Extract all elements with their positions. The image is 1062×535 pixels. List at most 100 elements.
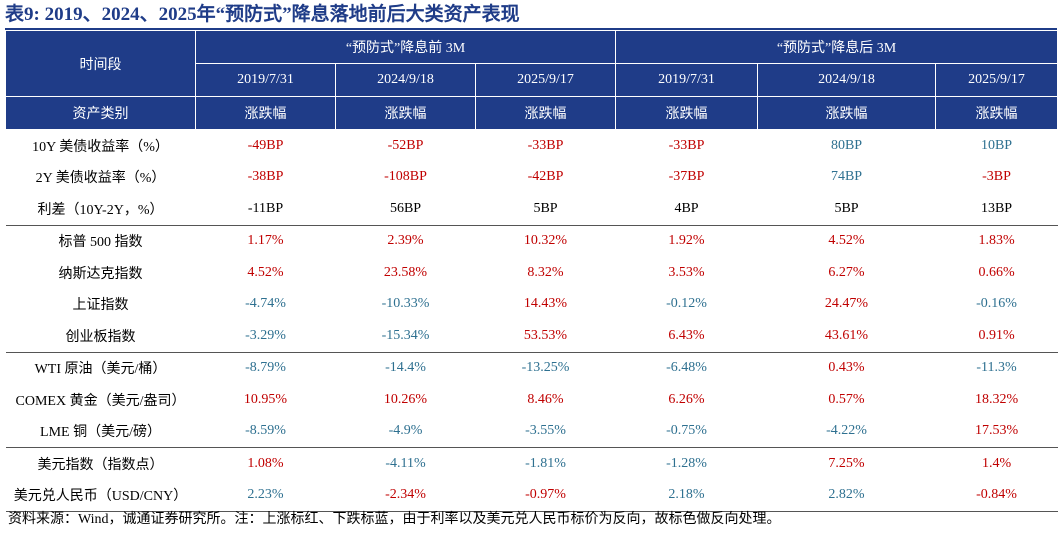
table-row: 利差（10Y-2Y，%） -11BP 56BP 5BP 4BP 5BP 13BP — [6, 193, 1058, 225]
value-cell: 14.43% — [523, 296, 568, 312]
value-cell: 5BP — [834, 200, 859, 216]
value-cell: -52BP — [387, 137, 424, 153]
value-cell: 1.08% — [195, 447, 336, 480]
value-cell: -15.34% — [381, 327, 430, 343]
metric-header: 涨跌幅 — [474, 96, 617, 130]
value-cell: 2.82% — [757, 479, 936, 512]
value-cell: -2.34% — [335, 479, 476, 512]
value-cell: -1.28% — [615, 447, 758, 480]
table: 时间段 “预防式”降息前 3M “预防式”降息后 3M 2019/7/31 2024/9… — [5, 30, 1059, 512]
value-cell: -38BP — [247, 169, 284, 185]
value-cell: -3BP — [982, 169, 1011, 185]
metric-header: 涨跌幅 — [335, 96, 476, 130]
header-row: 资产类别 涨跌幅 涨跌幅 涨跌幅 涨跌幅 涨跌幅 涨跌幅 — [5, 96, 1059, 130]
value-cell: 1.92% — [615, 224, 758, 257]
value-cell: 10.95% — [243, 391, 288, 407]
group-header: “预防式”降息前 3M — [194, 30, 617, 64]
table-row: 纳斯达克指数 4.52% 23.58% 8.32% 3.53% 6.27% 0.66% — [6, 257, 1058, 289]
value-cell: -49BP — [247, 137, 284, 153]
value-cell: 0.43% — [757, 351, 936, 384]
table-row: 10Y 美债收益率（%） -49BP -52BP -33BP -33BP 80BP 10BP — [6, 130, 1058, 162]
value-cell: -108BP — [384, 169, 427, 185]
header-row: 2019/7/31 2024/9/18 2025/9/17 2019/7/31 2024… — [6, 63, 1059, 97]
asset-header: 资产类别 — [5, 96, 196, 130]
value-cell: 4BP — [674, 200, 699, 216]
value-cell: 4.52% — [247, 264, 284, 280]
value-cell: 2.39% — [335, 224, 476, 257]
value-cell: -33BP — [668, 137, 705, 153]
value-cell: 1.83% — [935, 224, 1058, 257]
value-cell: 10.32% — [475, 224, 616, 257]
value-cell: -14.4% — [335, 351, 476, 384]
metric-header: 涨跌幅 — [195, 96, 336, 130]
title: 表9: 2019、2024、2025年“预防式”降息落地前后大类资产表现 — [5, 2, 1057, 30]
value-cell: 6.27% — [828, 264, 865, 280]
value-cell: 18.32% — [974, 391, 1019, 407]
row-label: LME 铜（美元/磅） — [40, 425, 161, 441]
date-header: 2025/9/17 — [935, 63, 1059, 97]
value-cell: -8.79% — [195, 351, 336, 384]
value-cell: -4.11% — [335, 447, 476, 480]
value-cell: 8.32% — [527, 264, 564, 280]
row-label: 利差（10Y-2Y，%） — [37, 202, 164, 218]
value-cell: 8.46% — [527, 391, 564, 407]
value-cell: -4.74% — [245, 296, 286, 312]
value-cell: 10.26% — [383, 391, 428, 407]
value-cell: 74BP — [830, 169, 863, 185]
group-header: “预防式”降息后 3M — [615, 30, 1059, 64]
value-cell: 7.25% — [757, 447, 936, 480]
footnote: 资料来源：Wind，诚通证券研究所。注：上涨标红、下跌标蓝，由于利率以及美元兑人… — [8, 512, 781, 527]
value-cell: 1.4% — [935, 447, 1058, 480]
value-cell: -4.9% — [388, 423, 423, 439]
period-header: 时间段 — [5, 30, 196, 97]
value-cell: 0.57% — [828, 391, 865, 407]
table-row: 美元兑人民币（USD/CNY） 2.23% -2.34% -0.97% 2.18% 2.8… — [5, 479, 1058, 512]
value-cell: 2.18% — [615, 479, 758, 512]
row-label: 美元兑人民币（USD/CNY） — [5, 479, 196, 512]
value-cell: -0.12% — [666, 296, 707, 312]
value-cell: 43.61% — [824, 327, 869, 343]
row-label: WTI 原油（美元/桶） — [5, 351, 196, 384]
row-label: 美元指数（指数点） — [5, 447, 196, 480]
value-cell: 80BP — [830, 137, 863, 153]
row-label: 创业板指数 — [65, 329, 136, 345]
value-cell: -3.29% — [245, 327, 286, 343]
value-cell: 6.43% — [668, 327, 705, 343]
date-header: 2024/9/18 — [757, 63, 937, 97]
row-label: 纳斯达克指数 — [58, 266, 143, 282]
value-cell: 13BP — [980, 200, 1013, 216]
value-cell: -13.25% — [475, 351, 616, 384]
value-cell: 3.53% — [668, 264, 705, 280]
value-cell: -11.3% — [935, 351, 1058, 384]
table-body: 10Y 美债收益率（%） -49BP -52BP -33BP -33BP 80BP 10BP… — [5, 130, 1058, 512]
value-cell: -3.55% — [525, 423, 566, 439]
row-label: 上证指数 — [72, 298, 129, 314]
value-cell: -0.97% — [475, 479, 616, 512]
value-cell: 53.53% — [523, 327, 568, 343]
value-cell: 6.26% — [668, 391, 705, 407]
value-cell: -1.81% — [475, 447, 616, 480]
value-cell: 56BP — [389, 200, 422, 216]
table-row: 美元指数（指数点） 1.08% -4.11% -1.81% -1.28% 7.25% 1.4… — [5, 447, 1058, 480]
table-row: WTI 原油（美元/桶） -8.79% -14.4% -13.25% -6.48% 0.4… — [5, 351, 1058, 384]
value-cell: 10BP — [980, 137, 1013, 153]
value-cell: -42BP — [527, 169, 564, 185]
metric-header: 涨跌幅 — [615, 96, 759, 130]
table-row: COMEX 黄金（美元/盎司） 10.95% 10.26% 8.46% 6.26% 0.5… — [6, 384, 1058, 416]
value-cell: -0.16% — [976, 296, 1017, 312]
value-cell: 17.53% — [974, 423, 1019, 439]
table-header: 时间段 “预防式”降息前 3M “预防式”降息后 3M 2019/7/31 2024/9… — [5, 30, 1059, 130]
table-row: 上证指数 -4.74% -10.33% 14.43% -0.12% 24.47% -0.16… — [6, 289, 1058, 321]
value-cell: 23.58% — [383, 264, 428, 280]
metric-header: 涨跌幅 — [935, 96, 1059, 130]
table-row: 创业板指数 -3.29% -15.34% 53.53% 6.43% 43.61% 0.91% — [6, 320, 1058, 352]
value-cell: -6.48% — [615, 351, 758, 384]
value-cell: -33BP — [527, 137, 564, 153]
date-header: 2019/7/31 — [615, 63, 759, 97]
value-cell: 1.17% — [195, 224, 336, 257]
row-label: 2Y 美债收益率（%） — [35, 171, 166, 187]
value-cell: 0.66% — [978, 264, 1015, 280]
row-label: COMEX 黄金（美元/盎司） — [15, 393, 186, 409]
value-cell: -11BP — [247, 200, 284, 216]
